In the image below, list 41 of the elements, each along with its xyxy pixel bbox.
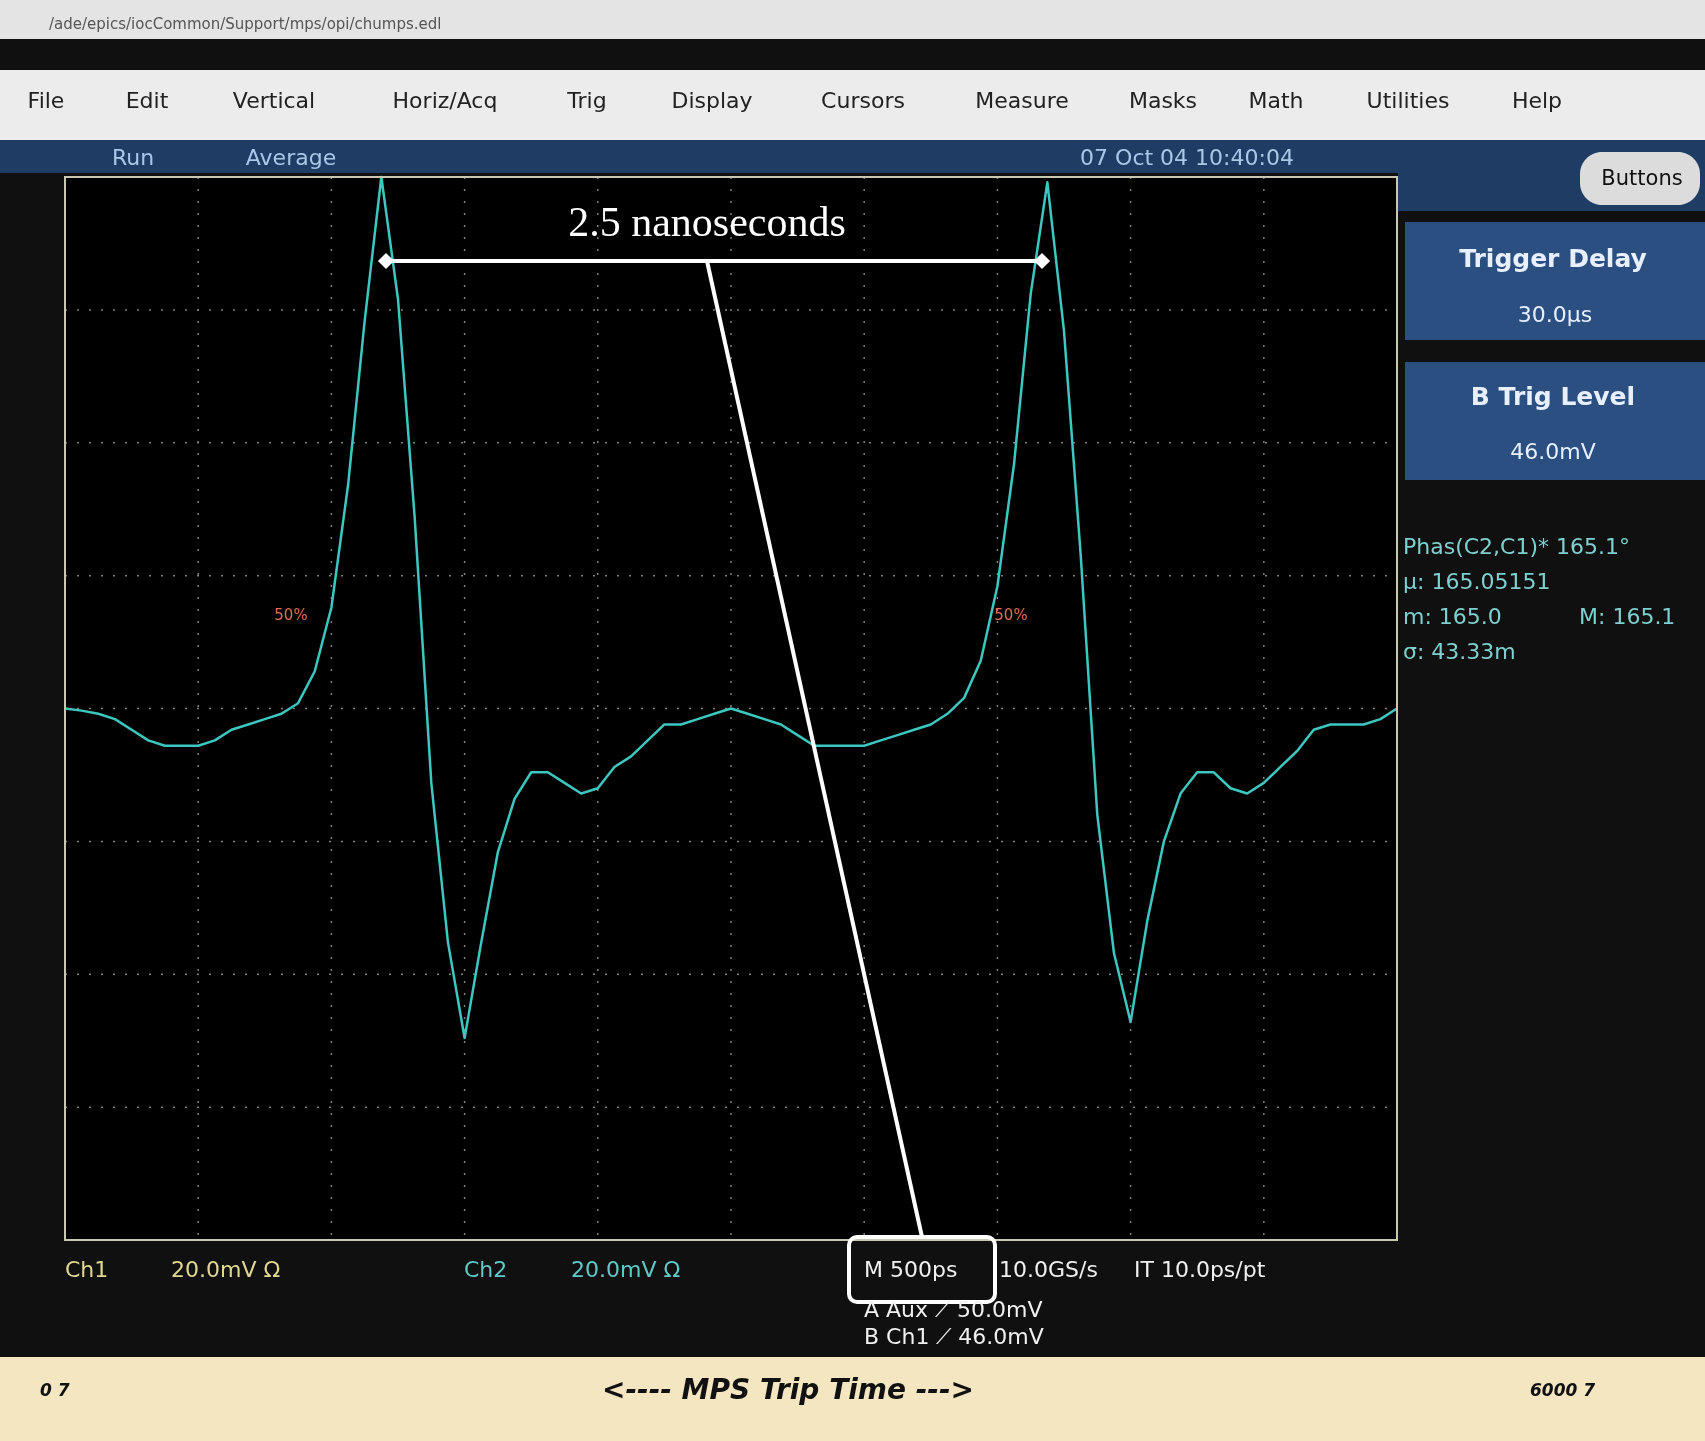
text: m: 165.0: [1403, 604, 1502, 629]
text: 30.0µs: [1517, 302, 1593, 327]
text: /ade/epics/iocCommon/Support/mps/opi/chumps.edl: [49, 15, 442, 33]
text: σ: 43.33m: [1403, 639, 1516, 664]
text: M: 165.1: [1579, 604, 1676, 629]
text: IT 10.0ps/pt: [1134, 1257, 1266, 1282]
text: 0 7: [40, 1380, 70, 1400]
text: 07 Oct 04 10:40:04: [1080, 145, 1294, 170]
text: Average: [245, 145, 337, 170]
text: Math: [1248, 88, 1304, 113]
text: 6000 7: [1530, 1380, 1596, 1400]
text: Run: [111, 145, 155, 170]
text: M 500ps: [864, 1257, 958, 1282]
annotation: 50%: [274, 606, 308, 624]
text: B Ch1 ⟋ 46.0mV: [864, 1324, 1044, 1349]
text: Edit: [125, 88, 169, 113]
text: Help: [1511, 88, 1563, 113]
text: <---- MPS Trip Time --->: [601, 1373, 975, 1406]
annotation: 50%: [994, 606, 1028, 624]
text: 20.0mV Ω: [571, 1257, 681, 1282]
text: Buttons: [1601, 166, 1683, 190]
text: Trig: [566, 88, 607, 113]
text: Trigger Delay: [1459, 244, 1647, 273]
text: Utilities: [1366, 88, 1450, 113]
text: Ch2: [464, 1257, 508, 1282]
text: File: [27, 88, 65, 113]
annotation: 2.5 nanoseconds: [568, 199, 846, 245]
text: 20.0mV Ω: [171, 1257, 281, 1282]
text: B Trig Level: [1470, 382, 1636, 411]
text: µ: 165.05151: [1403, 569, 1551, 594]
text: A Aux ⟋ 50.0mV: [864, 1297, 1043, 1322]
text: Horiz/Acq: [392, 88, 498, 113]
text: Ch1: [65, 1257, 109, 1282]
text: 10.0GS/s: [999, 1257, 1098, 1282]
text: Measure: [975, 88, 1069, 113]
text: Cursors: [821, 88, 905, 113]
text: Vertical: [232, 88, 316, 113]
text: Masks: [1128, 88, 1198, 113]
text: 46.0mV: [1510, 439, 1596, 464]
text: Phas(C2,C1)* 165.1°: [1403, 534, 1631, 559]
text: Display: [671, 88, 753, 113]
